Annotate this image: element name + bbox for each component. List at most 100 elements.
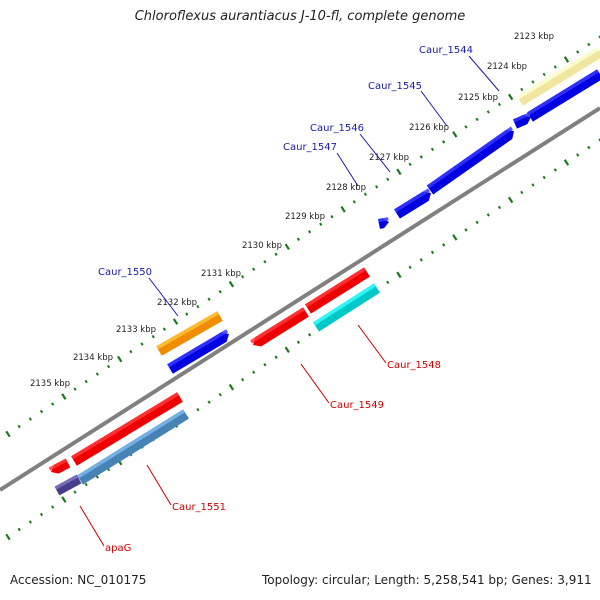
gene-feature[interactable] <box>71 392 183 466</box>
tick-mark <box>520 87 524 92</box>
gene-label[interactable]: Caur_1550 <box>98 267 152 278</box>
tick-mark <box>5 430 11 438</box>
tick-mark <box>340 205 346 213</box>
gene-label[interactable]: Caur_1547 <box>283 142 337 153</box>
tick-mark <box>307 333 312 337</box>
tick-mark <box>507 93 514 101</box>
gene-feature[interactable] <box>394 188 431 219</box>
tick-mark <box>95 372 99 376</box>
gene-label[interactable]: Caur_1546 <box>310 123 364 134</box>
tick-mark <box>497 205 502 210</box>
tick-mark <box>117 355 123 363</box>
tick-mark <box>240 274 245 279</box>
tick-mark <box>5 533 11 541</box>
tick-mark <box>442 243 446 247</box>
gene-feature[interactable] <box>527 69 600 122</box>
gene-feature[interactable] <box>378 217 389 229</box>
gene-label[interactable]: Caur_1544 <box>419 45 473 56</box>
tick-mark <box>228 383 235 391</box>
tick-mark <box>576 50 580 54</box>
tick-mark <box>263 259 267 264</box>
tick-mark <box>486 110 490 114</box>
genome-axis <box>0 106 600 492</box>
tick-mark <box>84 379 88 384</box>
lower-tick-track <box>5 138 600 541</box>
gene-leader-line <box>357 324 387 364</box>
tick-mark <box>207 297 211 301</box>
tick-mark <box>274 355 278 359</box>
genome-summary-text: Topology: circular; Length: 5,258,541 bp… <box>262 573 592 587</box>
tick-mark <box>497 102 502 107</box>
tick-mark <box>39 512 44 517</box>
gene-feature[interactable] <box>426 126 514 195</box>
gene-feature[interactable] <box>156 311 223 356</box>
kbp-label: 2127 kbp <box>369 153 409 163</box>
kbp-label: 2131 kbp <box>201 269 241 279</box>
tick-mark <box>576 153 580 157</box>
kbp-label: 2135 kbp <box>30 379 70 389</box>
gene-label[interactable]: Caur_1551 <box>172 502 226 513</box>
gene-leader-line <box>359 133 391 173</box>
tick-mark <box>531 80 535 84</box>
tick-mark <box>553 65 557 69</box>
tick-mark <box>17 424 21 429</box>
gene-feature[interactable] <box>167 329 229 374</box>
tick-mark <box>196 407 200 412</box>
gene-feature[interactable] <box>48 458 71 474</box>
gene-label[interactable]: Caur_1549 <box>330 400 384 411</box>
gene-feature[interactable] <box>250 307 309 347</box>
gene-label[interactable]: apaG <box>105 543 131 554</box>
gene-feature[interactable] <box>512 112 531 129</box>
kbp-label: 2128 kbp <box>326 183 366 193</box>
tick-mark <box>284 346 290 354</box>
kbp-label: 2130 kbp <box>242 241 282 251</box>
tick-mark <box>430 147 435 152</box>
gene-feature[interactable] <box>305 267 370 314</box>
tick-mark <box>207 400 211 404</box>
tick-mark <box>396 168 402 176</box>
gene-feature[interactable] <box>54 474 82 496</box>
tick-mark <box>218 289 222 294</box>
tick-mark <box>228 280 235 288</box>
gene-leader-line <box>300 363 330 404</box>
tick-mark <box>408 265 412 270</box>
gene-leader-line <box>468 55 500 92</box>
tick-mark <box>51 402 55 406</box>
tick-mark <box>307 230 312 234</box>
gene-leader-line <box>146 464 172 506</box>
tick-mark <box>129 349 133 354</box>
gene-feature[interactable] <box>313 283 380 332</box>
map-title: Chloroflexus aurantiacus J-10-fl, comple… <box>134 9 466 24</box>
tick-mark <box>520 190 524 195</box>
kbp-label: 2123 kbp <box>514 32 554 42</box>
kbp-label: 2132 kbp <box>157 298 197 308</box>
tick-mark <box>263 362 267 367</box>
tick-mark <box>162 327 166 331</box>
tick-mark <box>363 192 368 197</box>
tick-mark <box>464 228 468 232</box>
gene-leader-line <box>79 505 105 547</box>
tick-mark <box>296 340 301 344</box>
tick-mark <box>419 258 423 262</box>
gene-labels: Caur_1544 Caur_1545 Caur_1546 Caur_1547 Caur… <box>79 45 500 554</box>
tick-mark <box>452 131 458 138</box>
tick-mark <box>274 252 278 256</box>
tick-mark <box>452 234 458 241</box>
kbp-label: 2126 kbp <box>409 123 449 133</box>
tick-mark <box>95 475 99 479</box>
tick-mark <box>319 222 323 226</box>
tick-mark <box>151 334 155 339</box>
tick-mark <box>563 159 570 166</box>
tick-mark <box>330 215 334 219</box>
gene-label[interactable]: Caur_1545 <box>368 81 422 92</box>
gene-feature[interactable] <box>517 47 600 106</box>
tick-mark <box>386 280 390 285</box>
tick-mark <box>419 155 423 159</box>
gene-feature[interactable] <box>77 409 189 485</box>
tick-mark <box>464 125 468 129</box>
gene-label[interactable]: Caur_1548 <box>387 360 441 371</box>
tick-mark <box>73 387 77 391</box>
tick-mark <box>172 318 179 325</box>
tick-mark <box>553 168 557 172</box>
